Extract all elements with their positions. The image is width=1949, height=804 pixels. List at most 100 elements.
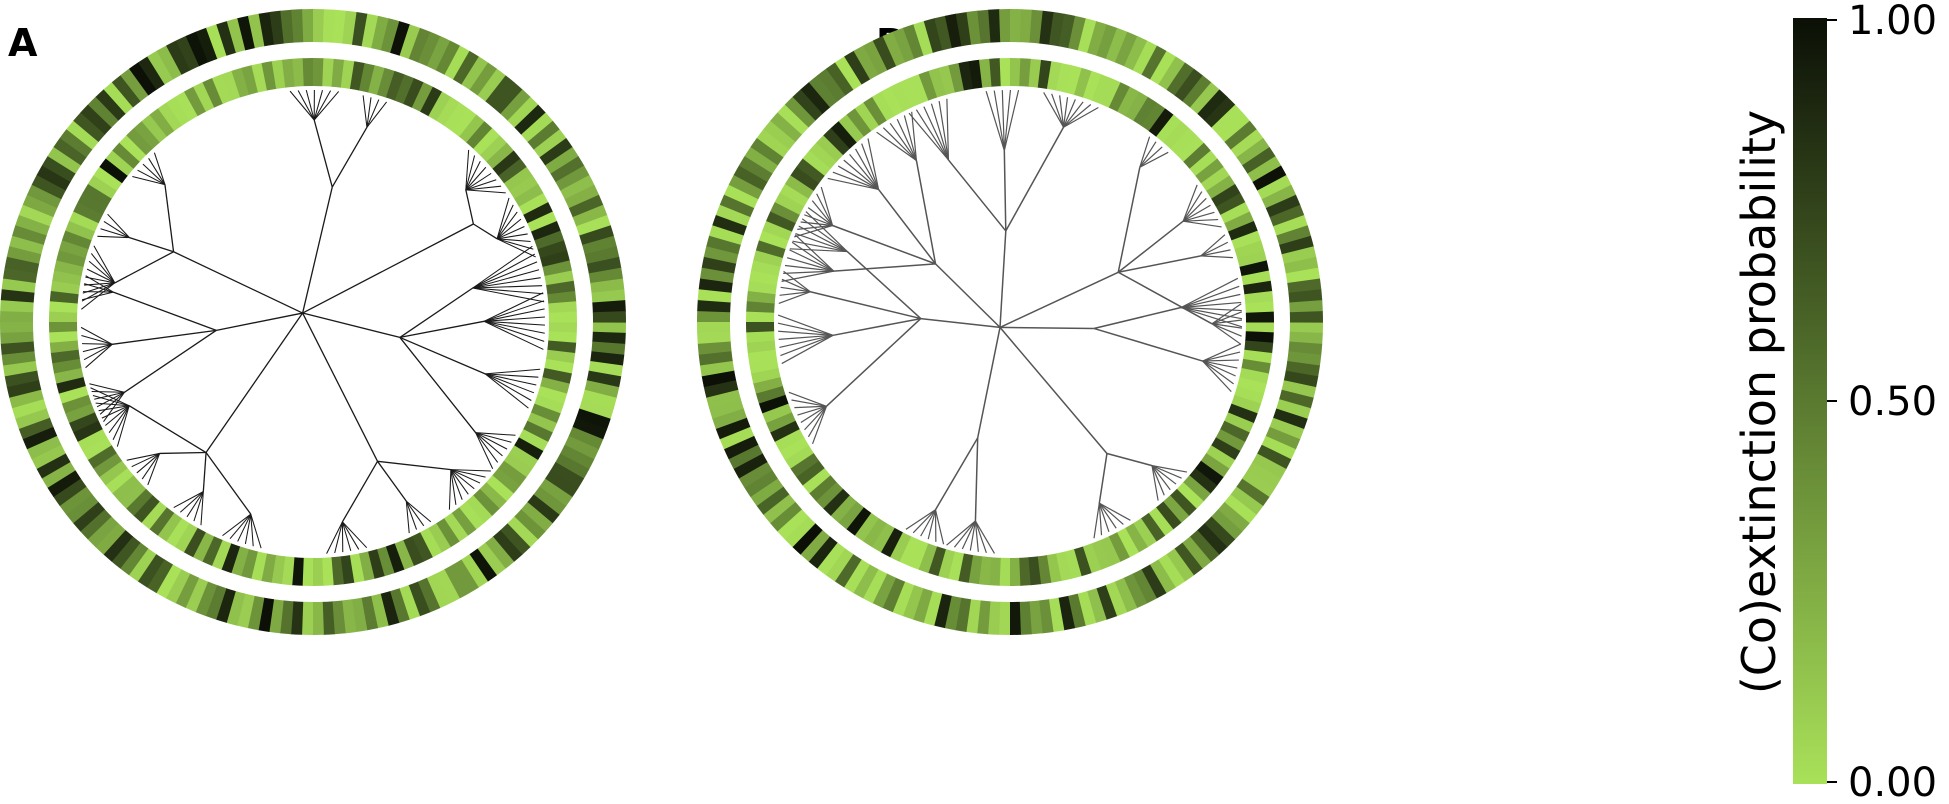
ring-segment: [966, 10, 982, 45]
ring-segment: [1116, 527, 1139, 558]
ring-segment: [762, 220, 793, 241]
tree-branch: [1093, 306, 1182, 330]
ring-segment: [584, 380, 620, 399]
ring-segment: [746, 330, 775, 343]
ring-segment: [451, 507, 477, 536]
ring-segment: [492, 82, 523, 115]
tree-branch: [1211, 323, 1243, 329]
tree-branch: [496, 211, 518, 240]
ring-segment: [1077, 591, 1097, 626]
ring-segment: [547, 340, 577, 354]
ring-segment: [469, 62, 498, 96]
ring-segment: [313, 58, 324, 87]
ring-segment: [399, 24, 421, 60]
tree-branch: [112, 329, 217, 345]
ring-segment: [527, 412, 557, 434]
ring-segment: [815, 481, 844, 509]
ring-segment: [539, 138, 573, 166]
tree-branch: [483, 292, 544, 322]
ring-segment: [27, 184, 62, 209]
ring-segment: [66, 120, 99, 150]
tree-branch: [137, 169, 166, 186]
tree-branch: [153, 152, 166, 185]
tree-branch: [113, 291, 217, 331]
ring-segment: [588, 360, 623, 377]
ring-segment: [1289, 300, 1323, 313]
ring-segment: [881, 86, 904, 117]
ring-segment: [882, 31, 906, 67]
tree-branch: [497, 233, 528, 240]
ring-segment: [871, 522, 895, 553]
ring-segment: [261, 61, 277, 91]
ring-segment: [1281, 246, 1317, 265]
ring-segment: [240, 549, 258, 579]
ring-segment: [322, 58, 335, 87]
ring-segment: [349, 553, 365, 583]
tree-branch: [141, 453, 161, 480]
ring-segment: [477, 542, 506, 576]
ring-segment: [1206, 175, 1236, 200]
ring-segment: [830, 494, 857, 523]
tree-branch: [147, 453, 161, 486]
tree-branch: [800, 221, 833, 227]
tree-branch: [99, 391, 125, 415]
tree-branch: [976, 327, 1001, 439]
tree-branch: [777, 322, 834, 336]
ring-segment: [520, 501, 553, 532]
ring-segment: [527, 211, 558, 233]
ring-segment: [65, 493, 99, 524]
ring-segment: [195, 581, 218, 617]
ring-segment: [435, 40, 461, 76]
ring-segment: [1073, 546, 1092, 577]
tree-branch: [473, 223, 498, 240]
ring-segment: [1150, 50, 1177, 85]
tree-branch: [366, 97, 372, 128]
tree-branch: [105, 405, 130, 426]
tree-branch: [483, 308, 545, 322]
ring-segment: [99, 460, 128, 486]
tree-branch: [920, 509, 937, 537]
ring-segment: [697, 340, 732, 355]
tree-branch: [780, 334, 834, 357]
tree-branch: [81, 282, 116, 302]
ring-segment: [125, 488, 153, 516]
ring-segment: [1224, 120, 1258, 151]
ring-segment: [82, 436, 112, 460]
ring-segment: [428, 91, 452, 122]
ring-segment: [1204, 516, 1236, 548]
ring-segment: [1156, 114, 1182, 143]
ring-segment: [1197, 89, 1228, 121]
panel-a-outer-ring: [0, 9, 626, 636]
ring-segment: [133, 120, 161, 149]
tree-branch: [843, 159, 879, 190]
tree-branch: [131, 452, 160, 468]
ring-segment: [58, 385, 89, 404]
tree-branch: [136, 453, 160, 474]
ring-segment: [756, 486, 790, 515]
ring-segment: [999, 557, 1010, 586]
tree-branch: [164, 184, 175, 252]
tree-branch: [465, 189, 475, 225]
tree-branch: [778, 330, 834, 336]
ring-segment: [1099, 536, 1121, 567]
ring-segment: [1082, 543, 1102, 574]
ring-segment: [548, 311, 577, 323]
ring-segment: [185, 31, 209, 67]
ring-segment: [290, 601, 304, 635]
tree-branch: [969, 520, 977, 551]
tree-branch: [1211, 303, 1242, 325]
ring-segment: [269, 10, 285, 45]
colorbar-tick-label-low: 0.00: [1848, 760, 1937, 804]
ring-segment: [576, 214, 611, 237]
ring-segment: [559, 444, 595, 470]
tree-branch: [159, 451, 207, 455]
ring-segment: [149, 507, 175, 536]
ring-segment: [103, 81, 134, 114]
tree-branch: [801, 218, 848, 253]
ring-segment: [147, 50, 174, 85]
ring-segment: [451, 108, 477, 137]
tree-branch: [377, 460, 451, 471]
ring-segment: [1046, 553, 1062, 583]
tree-branch: [313, 119, 333, 188]
ring-segment: [12, 224, 47, 245]
